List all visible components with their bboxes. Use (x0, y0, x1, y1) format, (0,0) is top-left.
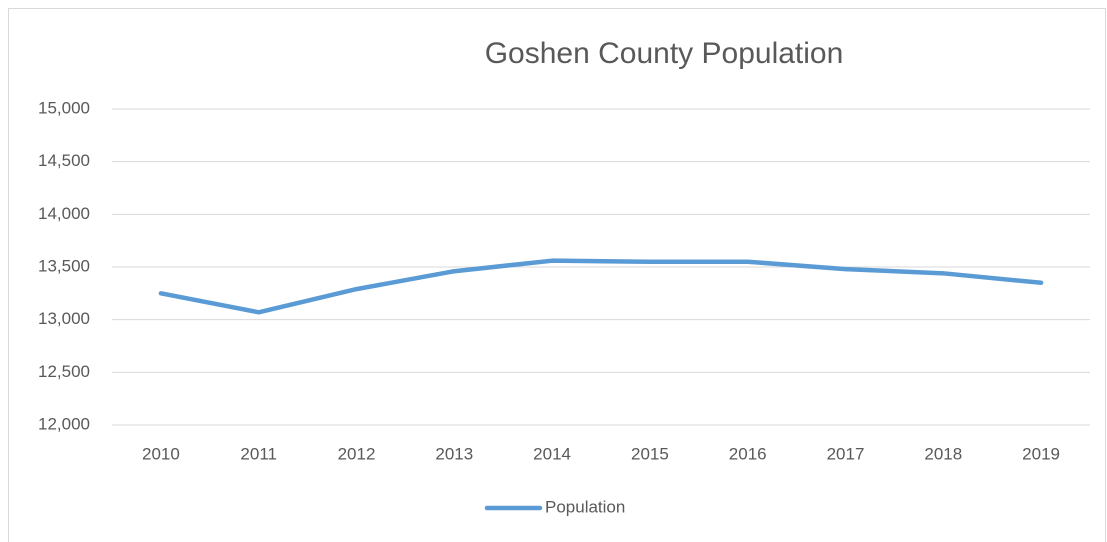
x-tick-label: 2010 (142, 444, 180, 463)
x-tick-label: 2016 (729, 444, 767, 463)
chart-title: Goshen County Population (485, 37, 844, 70)
chart-border (8, 8, 1106, 542)
y-tick-label: 13,500 (38, 256, 90, 275)
x-tick-label: 2019 (1022, 444, 1060, 463)
x-tick-label: 2018 (924, 444, 962, 463)
x-tick-label: 2011 (240, 444, 277, 463)
y-tick-label: 12,000 (38, 414, 90, 433)
x-tick-label: 2013 (435, 444, 473, 463)
y-tick-label: 12,500 (38, 362, 90, 381)
x-tick-label: 2012 (338, 444, 376, 463)
y-tick-label: 14,000 (38, 204, 90, 223)
x-tick-label: 2017 (827, 444, 865, 463)
legend-label: Population (545, 497, 625, 516)
x-tick-label: 2015 (631, 444, 669, 463)
y-tick-label: 15,000 (38, 98, 90, 117)
y-tick-label: 13,000 (38, 309, 90, 328)
x-tick-label: 2014 (533, 444, 571, 463)
line-series (158, 258, 1044, 315)
y-tick-label: 14,500 (38, 151, 90, 170)
